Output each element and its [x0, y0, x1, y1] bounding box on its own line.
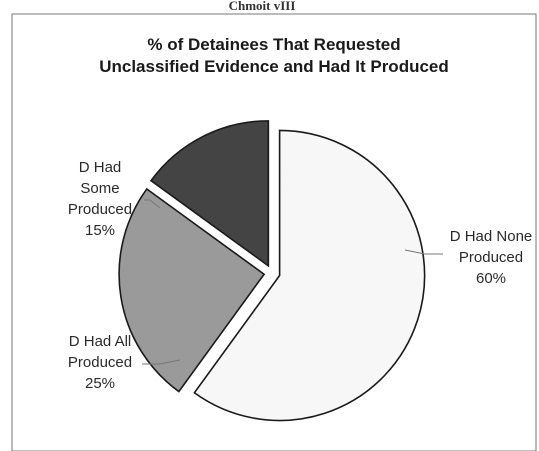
slice-value-none: 60%	[476, 270, 506, 287]
leader-line-slice-all-produced	[142, 359, 181, 365]
slice-label-all-produced: D Had All Produced 25%	[68, 333, 132, 392]
chart-title-line-2: Unclassified Evidence and Had It Produce…	[99, 57, 449, 76]
slice-label-some-line-3: Produced	[68, 201, 132, 218]
slice-all-produced	[118, 187, 266, 393]
slice-label-all-line-1: D Had All	[69, 333, 132, 350]
slice-label-some-produced: D Had Some Produced 15%	[68, 159, 132, 239]
slice-label-none-line-1: D Had None	[450, 228, 533, 245]
slice-value-all: 25%	[85, 375, 115, 392]
page-header-fragment: Chmoit vIII	[229, 0, 296, 13]
pie-slices	[118, 120, 426, 422]
chart-title-line-1: % of Detainees That Requested	[147, 35, 400, 54]
leader-line-slice-none-produced	[404, 249, 443, 255]
slice-label-none-produced: D Had None Produced 60%	[450, 228, 533, 287]
chart-frame	[11, 13, 537, 451]
slice-none-produced	[193, 129, 426, 422]
slice-some-produced	[149, 120, 270, 268]
leader-lines	[142, 199, 443, 365]
slice-label-all-line-2: Produced	[68, 354, 132, 371]
slice-label-some-line-1: D Had	[79, 159, 122, 176]
slice-value-some: 15%	[85, 222, 115, 239]
leader-line-slice-some-produced	[144, 199, 161, 209]
slice-label-some-line-2: Some	[80, 180, 119, 197]
slice-label-none-line-2: Produced	[459, 249, 523, 266]
